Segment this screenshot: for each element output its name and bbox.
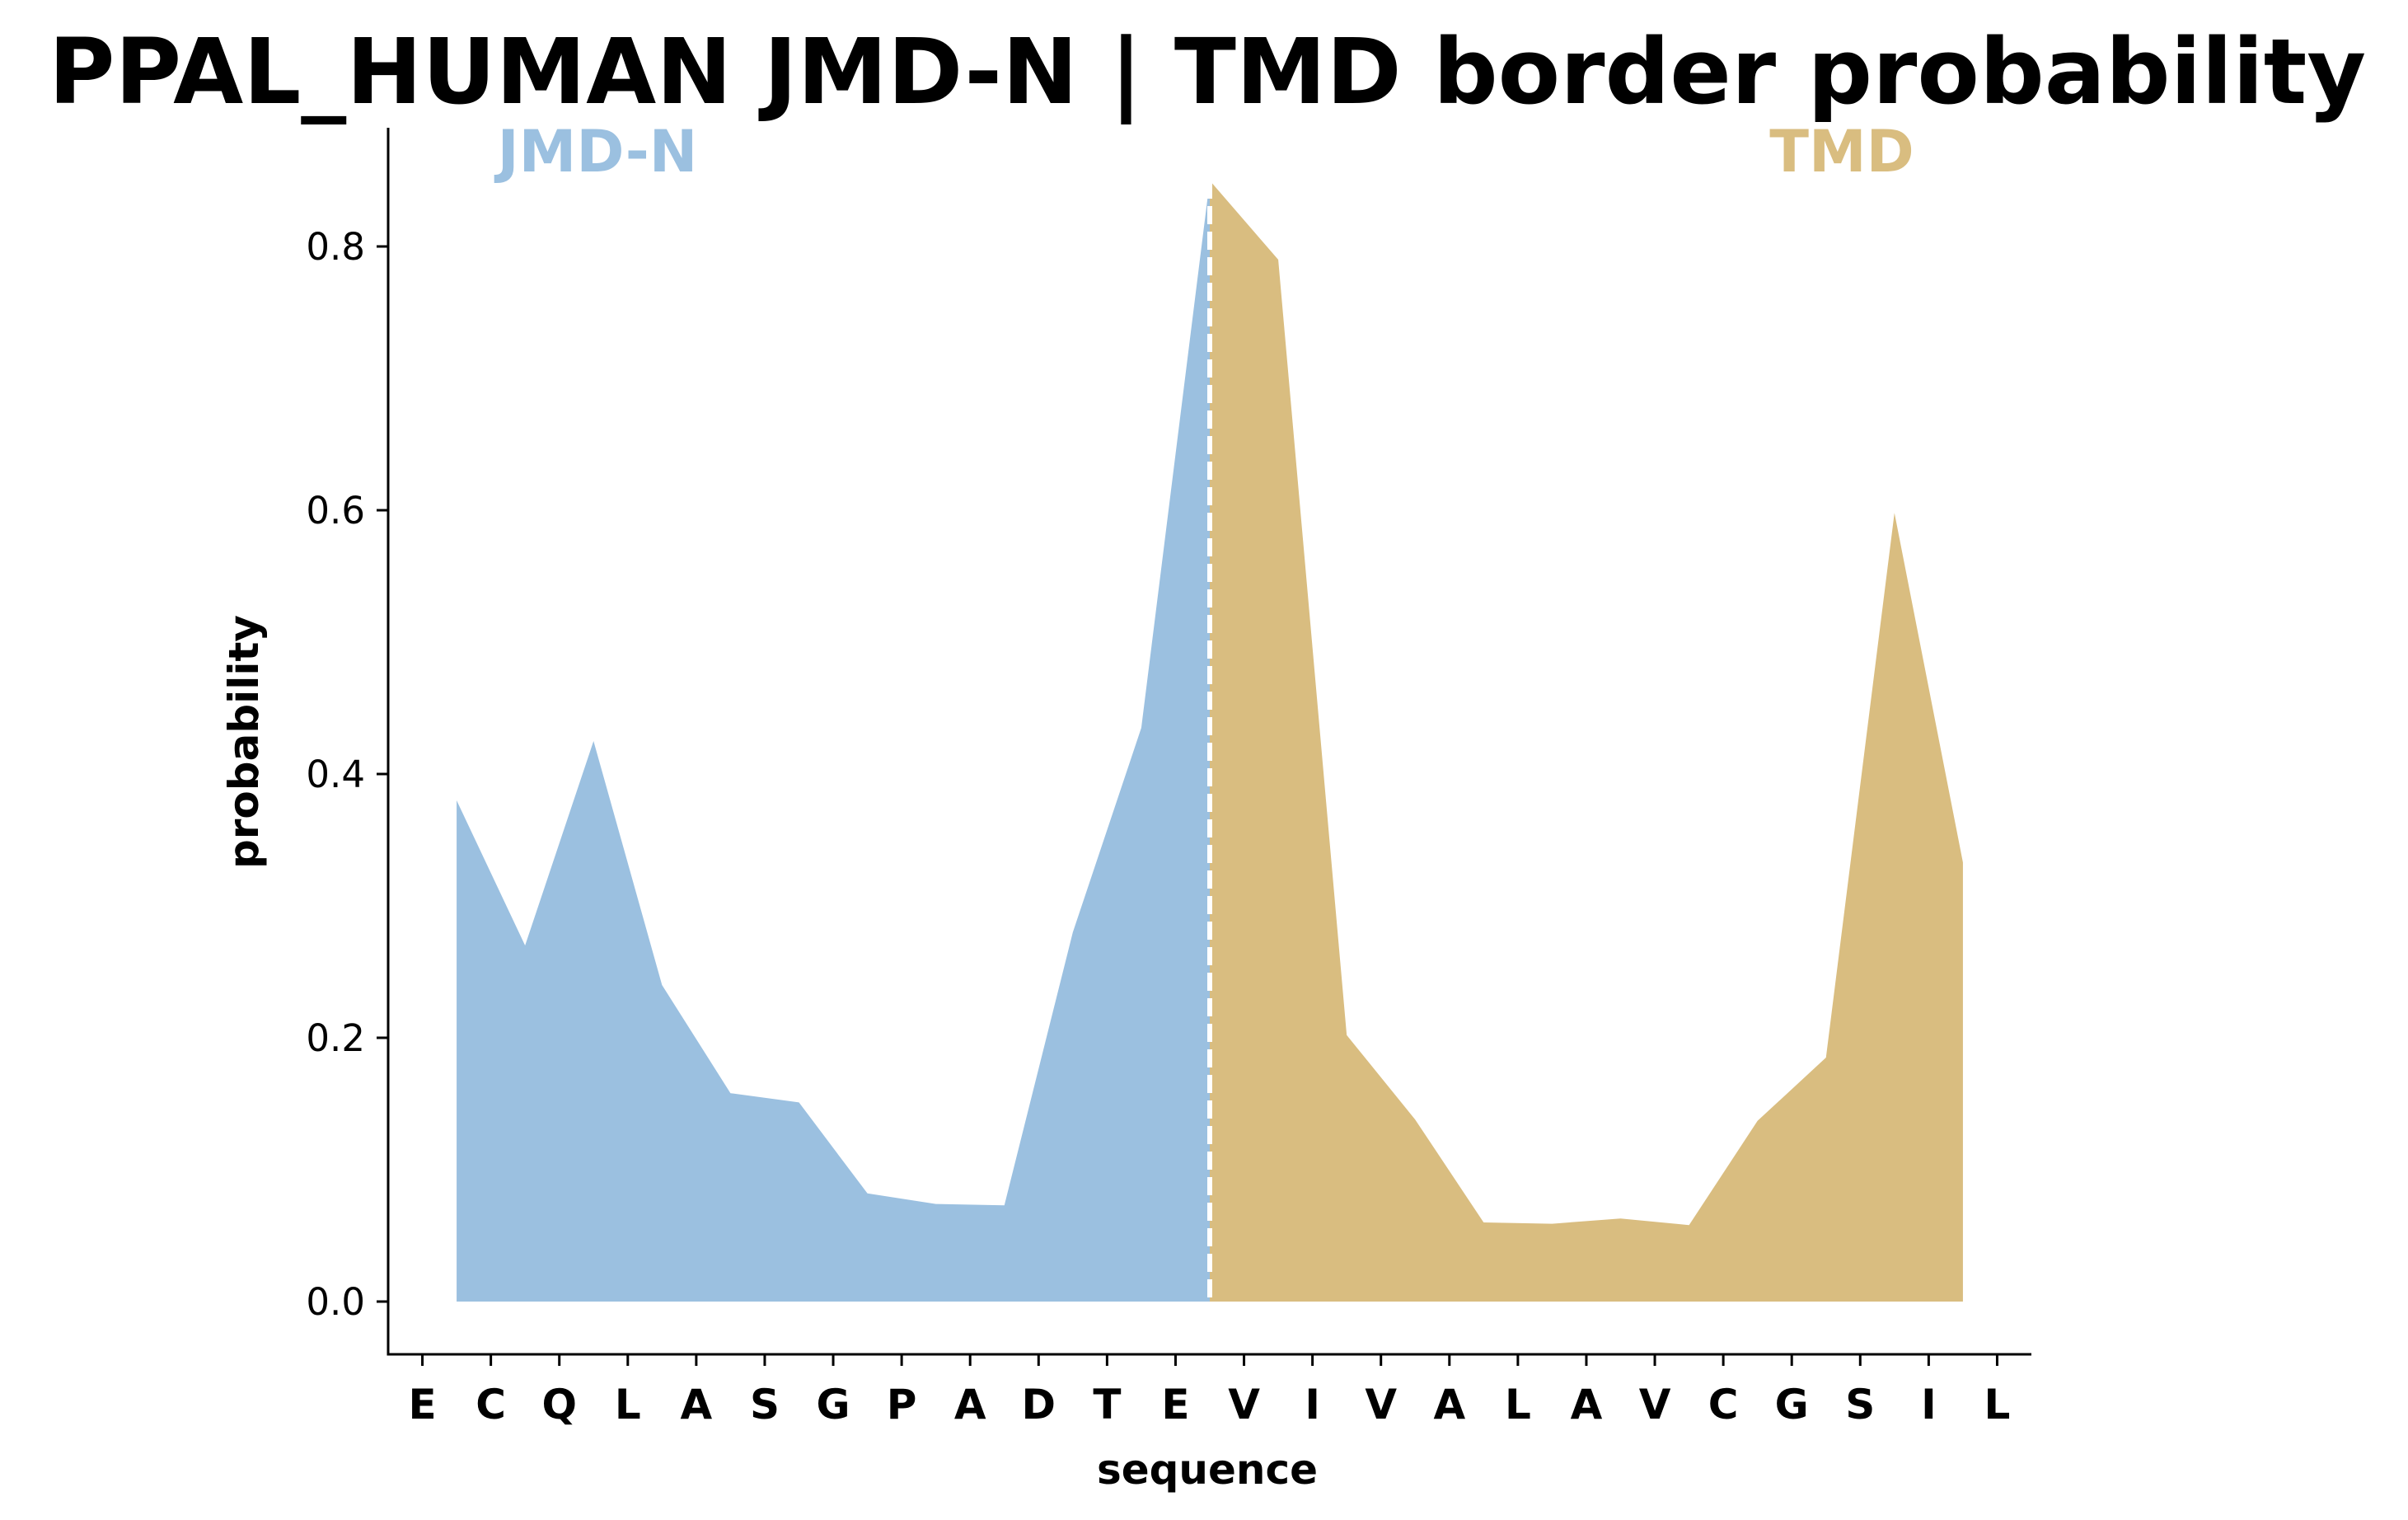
area-series-tmd: [1210, 181, 1963, 1302]
x-tick-label: C: [1708, 1381, 1739, 1429]
plot-areas: [454, 181, 1965, 1302]
data-point-0-1: [522, 943, 527, 948]
x-tick-label: P: [887, 1381, 917, 1429]
y-tick-label: 0.8: [306, 225, 365, 269]
x-tick-label: E: [1161, 1381, 1189, 1429]
x-tick-label: V: [1228, 1381, 1260, 1429]
x-tick-label: T: [1093, 1381, 1121, 1429]
data-point-0-7: [934, 1202, 939, 1207]
y-axis-label: probability: [220, 615, 268, 869]
x-tick-label: A: [1433, 1381, 1465, 1429]
region-label-jmd-n: JMD-N: [494, 118, 698, 185]
data-point-1-11: [1961, 860, 1965, 865]
x-tick-label: C: [476, 1381, 506, 1429]
y-tick-label: 0.4: [306, 753, 365, 796]
data-point-0-9: [1070, 930, 1075, 935]
x-tick-label: A: [681, 1381, 713, 1429]
data-point-1-3: [1412, 1117, 1417, 1122]
x-tick-label: I: [1921, 1381, 1937, 1429]
x-tick-label: L: [1505, 1381, 1531, 1429]
data-point-0-5: [797, 1100, 802, 1105]
x-tick-label: E: [408, 1381, 436, 1429]
x-tick-label: D: [1022, 1381, 1056, 1429]
x-tick-label: S: [1845, 1381, 1875, 1429]
y-axis-ticks: 0.0 0.2 0.4 0.6 0.8: [306, 225, 388, 1324]
data-point-0-10: [1139, 725, 1144, 730]
data-point-1-7: [1687, 1222, 1692, 1227]
data-point-1-2: [1344, 1033, 1349, 1038]
x-tick-label: V: [1365, 1381, 1397, 1429]
x-tick-label: G: [1775, 1381, 1809, 1429]
x-tick-label: A: [1571, 1381, 1603, 1429]
data-point-1-1: [1276, 257, 1281, 262]
region-label-tmd: TMD: [1769, 118, 1914, 185]
data-point-0-6: [865, 1191, 870, 1196]
x-tick-label: G: [817, 1381, 850, 1429]
data-point-1-10: [1892, 510, 1897, 515]
data-point-1-5: [1549, 1222, 1554, 1227]
x-tick-label: S: [750, 1381, 780, 1429]
data-point-0-0: [454, 798, 459, 803]
x-tick-label: V: [1639, 1381, 1671, 1429]
y-tick-label: 0.0: [306, 1280, 365, 1324]
x-tick-label: L: [615, 1381, 641, 1429]
x-axis-label: sequence: [1097, 1446, 1318, 1494]
area-series-jmd-n: [457, 181, 1210, 1302]
x-tick-label: I: [1305, 1381, 1320, 1429]
x-tick-label: A: [954, 1381, 986, 1429]
y-tick-label: 0.6: [306, 489, 365, 532]
x-tick-label: L: [1984, 1381, 2011, 1429]
data-point-1-4: [1481, 1220, 1486, 1225]
region-labels: JMD-N TMD: [494, 118, 1914, 185]
data-point-0-3: [659, 983, 664, 988]
x-tick-label: Q: [541, 1381, 577, 1429]
data-point-1-8: [1755, 1119, 1760, 1124]
data-point-0-8: [1002, 1203, 1007, 1208]
data-point-1-6: [1619, 1216, 1623, 1221]
chart-title: PPAL_HUMAN JMD-N | TMD border probabilit…: [49, 19, 2366, 125]
data-point-1-9: [1824, 1055, 1829, 1060]
data-point-0-4: [728, 1091, 733, 1095]
y-tick-label: 0.2: [306, 1016, 365, 1060]
data-point-0-2: [591, 739, 596, 744]
